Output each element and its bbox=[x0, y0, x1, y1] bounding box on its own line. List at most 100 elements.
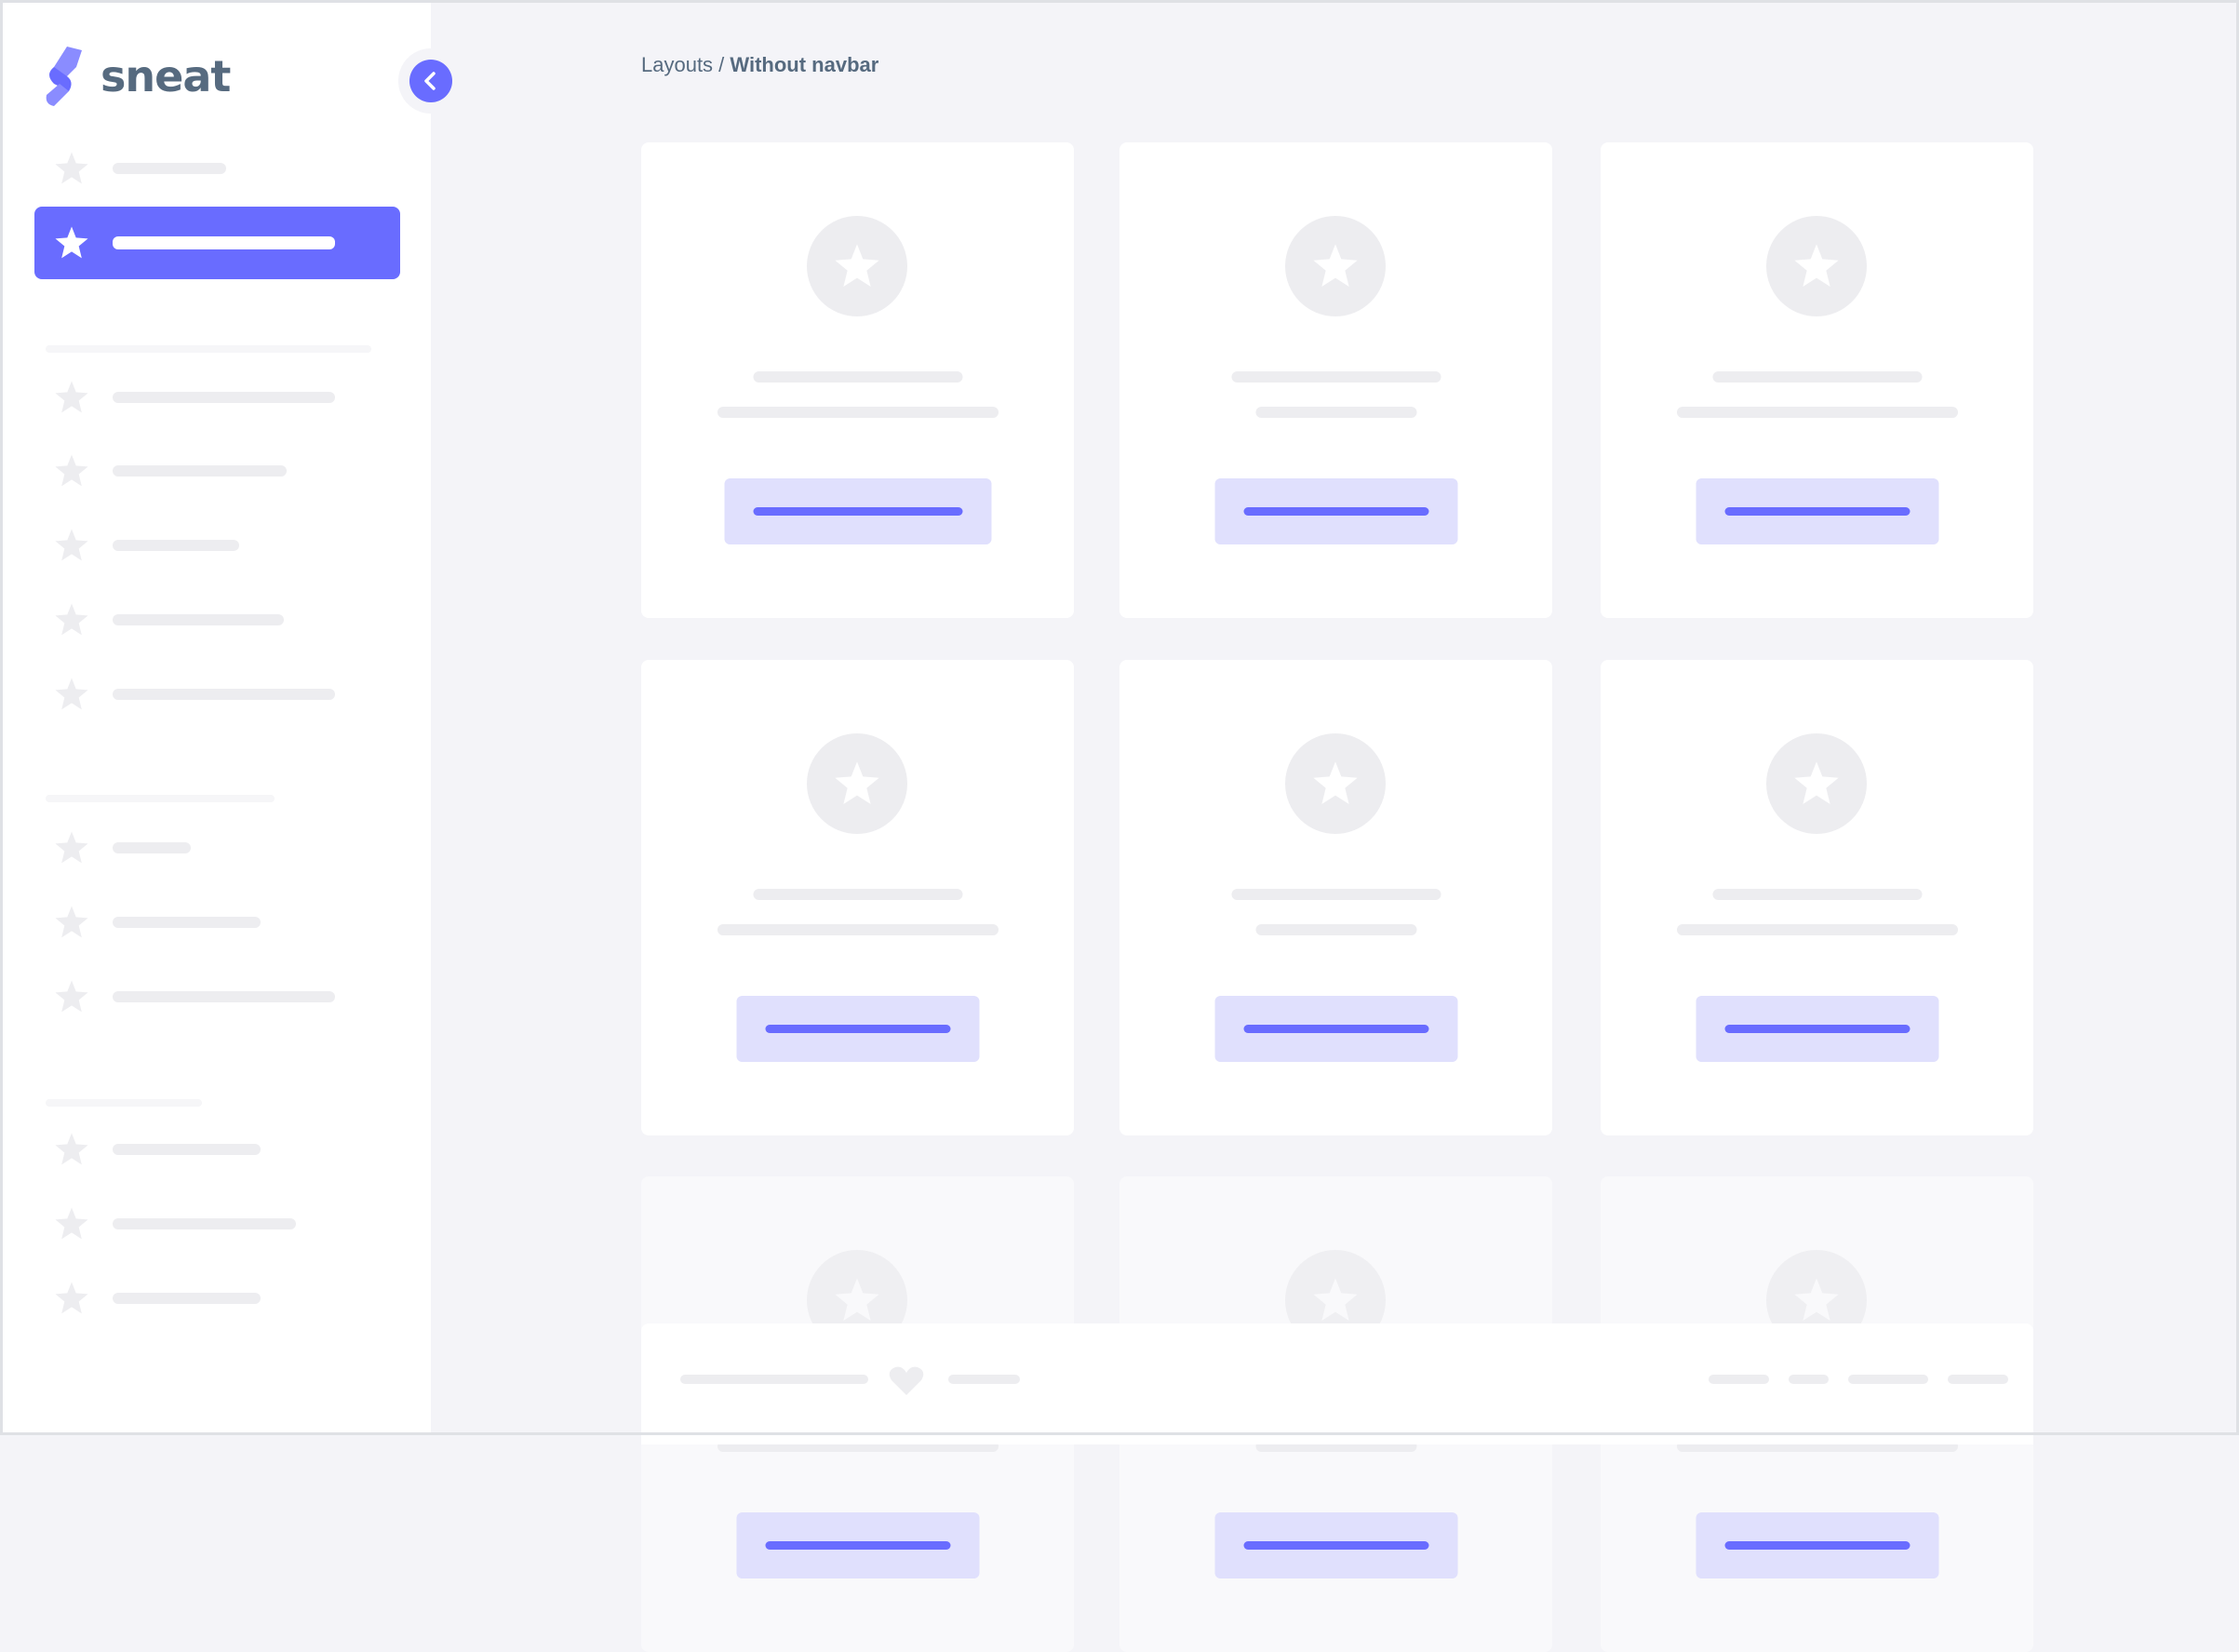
sidebar-item[interactable] bbox=[34, 596, 400, 644]
card-button[interactable] bbox=[1214, 478, 1457, 544]
card-title-placeholder bbox=[753, 371, 962, 383]
footer-link-placeholder[interactable] bbox=[1709, 1375, 1769, 1384]
sidebar-section-divider bbox=[46, 345, 371, 353]
star-icon bbox=[55, 1207, 88, 1240]
star-icon bbox=[55, 678, 88, 710]
star-icon bbox=[1794, 761, 1839, 805]
sidebar-item-label-placeholder bbox=[113, 236, 335, 249]
breadcrumb-separator: / bbox=[713, 53, 731, 76]
card-button[interactable] bbox=[724, 478, 991, 544]
card-avatar bbox=[807, 216, 907, 316]
star-icon bbox=[55, 1282, 88, 1314]
card-button[interactable] bbox=[1696, 478, 1938, 544]
star-icon bbox=[55, 529, 88, 561]
sidebar-item[interactable] bbox=[34, 373, 400, 422]
sidebar-item[interactable] bbox=[34, 144, 400, 193]
card-title-placeholder bbox=[1231, 371, 1441, 383]
card-text-placeholder bbox=[717, 407, 999, 418]
sidebar-item-label-placeholder bbox=[113, 842, 191, 853]
sidebar-section-divider bbox=[46, 1099, 202, 1107]
brand-name: sneat bbox=[101, 51, 231, 101]
placeholder-card bbox=[641, 660, 1074, 1135]
card-button[interactable] bbox=[736, 1512, 979, 1578]
sidebar-item-label-placeholder bbox=[113, 163, 226, 174]
star-icon bbox=[835, 761, 879, 805]
sidebar-item-label-placeholder bbox=[113, 689, 335, 700]
card-avatar bbox=[1766, 733, 1867, 834]
sidebar-item-label-placeholder bbox=[113, 917, 261, 928]
star-icon bbox=[55, 454, 88, 487]
sidebar-item[interactable] bbox=[34, 447, 400, 495]
sidebar-item-label-placeholder bbox=[113, 1293, 261, 1304]
star-icon bbox=[55, 226, 88, 259]
star-icon bbox=[55, 906, 88, 938]
footer bbox=[641, 1323, 2033, 1444]
footer-link-placeholder[interactable] bbox=[948, 1375, 1020, 1384]
sidebar-item-label-placeholder bbox=[113, 1218, 296, 1229]
card-button[interactable] bbox=[1696, 1512, 1938, 1578]
sidebar-item-label-placeholder bbox=[113, 991, 335, 1002]
placeholder-card bbox=[1120, 660, 1552, 1135]
breadcrumb-parent[interactable]: Layouts bbox=[641, 53, 714, 76]
footer-text-placeholder bbox=[680, 1375, 868, 1384]
card-title-placeholder bbox=[1231, 889, 1441, 900]
card-text-placeholder bbox=[1255, 924, 1416, 935]
brand-logo[interactable]: sneat bbox=[41, 43, 231, 110]
star-icon bbox=[55, 831, 88, 864]
sidebar-item[interactable] bbox=[34, 207, 400, 279]
star-icon bbox=[1313, 761, 1358, 805]
star-icon bbox=[1794, 244, 1839, 288]
sidebar-item[interactable] bbox=[34, 898, 400, 947]
card-text-placeholder bbox=[717, 924, 999, 935]
sidebar-item[interactable] bbox=[34, 1200, 400, 1248]
sidebar-item-label-placeholder bbox=[113, 1144, 261, 1155]
card-button[interactable] bbox=[1214, 1512, 1457, 1578]
sidebar-item-label-placeholder bbox=[113, 614, 284, 625]
star-icon bbox=[835, 1278, 879, 1322]
star-icon bbox=[55, 1133, 88, 1165]
sidebar-item[interactable] bbox=[34, 973, 400, 1021]
star-icon bbox=[55, 980, 88, 1013]
placeholder-card bbox=[1601, 660, 2033, 1135]
breadcrumb: Layouts / Without navbar bbox=[641, 53, 878, 77]
sidebar-section-divider bbox=[46, 795, 275, 802]
sidebar-item-label-placeholder bbox=[113, 465, 287, 477]
collapse-sidebar-button[interactable] bbox=[409, 60, 452, 102]
star-icon bbox=[835, 244, 879, 288]
sidebar-item-label-placeholder bbox=[113, 540, 239, 551]
sidebar-item-label-placeholder bbox=[113, 392, 335, 403]
card-button[interactable] bbox=[736, 996, 979, 1062]
card-title-placeholder bbox=[1712, 889, 1922, 900]
card-avatar bbox=[1285, 733, 1386, 834]
card-text-placeholder bbox=[1255, 407, 1416, 418]
card-button[interactable] bbox=[1214, 996, 1457, 1062]
card-avatar bbox=[807, 733, 907, 834]
card-text-placeholder bbox=[1676, 407, 1958, 418]
placeholder-card bbox=[1601, 142, 2033, 618]
sidebar: sneat bbox=[0, 0, 463, 1435]
card-title-placeholder bbox=[753, 889, 962, 900]
placeholder-card bbox=[1120, 142, 1552, 618]
sneat-logo-icon bbox=[46, 47, 82, 106]
card-title-placeholder bbox=[1712, 371, 1922, 383]
placeholder-card bbox=[641, 142, 1074, 618]
star-icon bbox=[1794, 1278, 1839, 1322]
star-icon bbox=[1313, 244, 1358, 288]
footer-link-placeholder[interactable] bbox=[1848, 1375, 1928, 1384]
card-avatar bbox=[1766, 216, 1867, 316]
sidebar-item[interactable] bbox=[34, 521, 400, 570]
heart-icon bbox=[889, 1366, 924, 1395]
star-icon bbox=[55, 152, 88, 184]
card-text-placeholder bbox=[1676, 924, 1958, 935]
sidebar-item[interactable] bbox=[34, 670, 400, 719]
card-button[interactable] bbox=[1696, 996, 1938, 1062]
card-avatar bbox=[1285, 216, 1386, 316]
footer-link-placeholder[interactable] bbox=[1789, 1375, 1829, 1384]
chevron-left-icon bbox=[424, 72, 436, 90]
star-icon bbox=[1313, 1278, 1358, 1322]
sidebar-item[interactable] bbox=[34, 1125, 400, 1174]
sidebar-item[interactable] bbox=[34, 824, 400, 872]
footer-link-placeholder[interactable] bbox=[1948, 1375, 2008, 1384]
sidebar-item[interactable] bbox=[34, 1274, 400, 1323]
breadcrumb-current: Without navbar bbox=[730, 53, 879, 76]
